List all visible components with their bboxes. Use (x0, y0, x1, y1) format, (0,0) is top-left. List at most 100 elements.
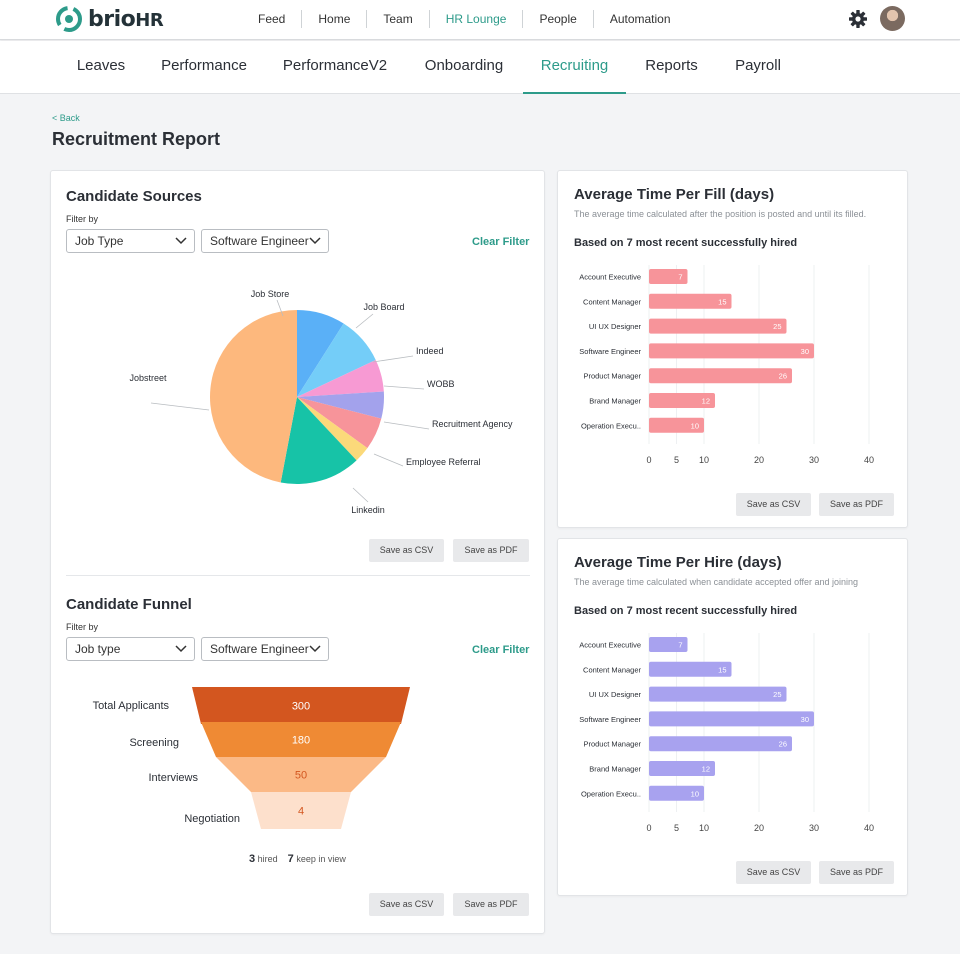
sources-title: Candidate Sources (66, 188, 202, 205)
pie-leader-line (383, 421, 430, 430)
bar-ui-ux-designer[interactable] (649, 318, 787, 334)
bar-content-manager[interactable] (649, 661, 732, 677)
pie-slice-job-store[interactable] (297, 310, 344, 397)
pie-slice-jobstreet[interactable] (210, 310, 297, 483)
bar-software-engineer[interactable] (649, 711, 814, 727)
tab-performance[interactable]: Performance (161, 57, 247, 74)
sources-save-pdf-button[interactable]: Save as PDF (453, 539, 529, 562)
sources-save-csv-button[interactable]: Save as CSV (369, 539, 444, 562)
tab-performancev2[interactable]: PerformanceV2 (282, 57, 388, 74)
pie-label-jobstreet: Jobstreet (129, 373, 167, 383)
sources-job-type-select[interactable]: Job Type (66, 229, 195, 253)
candidate-sources-pie: Job Store Job Board Indeed WOBB Recruitment … (129, 289, 513, 515)
bar-brand-manager[interactable] (649, 393, 715, 408)
chevron-down-icon (309, 645, 321, 653)
pie-leader-line (355, 313, 374, 329)
hire-save-csv-button[interactable]: Save as CSV (736, 861, 811, 884)
tab-payroll[interactable]: Payroll (735, 57, 781, 74)
bar-value-label: 30 (801, 715, 809, 724)
category-label-product-manager: Product Manager (583, 740, 641, 749)
fill-save-csv-button[interactable]: Save as CSV (736, 493, 811, 516)
back-link[interactable]: < Back (52, 113, 80, 123)
bar-operation-execu[interactable] (649, 417, 704, 433)
nav-feed[interactable]: Feed (242, 10, 303, 28)
sources-role-select[interactable]: Software Engineer (201, 229, 329, 253)
pie-leader-line (383, 385, 425, 390)
funnel-summary: 3 hired 7 keep in view (249, 853, 346, 865)
tab-onboarding[interactable]: Onboarding (424, 57, 504, 74)
bar-software-engineer[interactable] (649, 343, 814, 359)
fill-title: Average Time Per Fill (days) (574, 186, 775, 203)
pie-slice-linkedin[interactable] (280, 397, 357, 484)
bar-value-label: 12 (702, 765, 710, 774)
bar-operation-execu[interactable] (649, 785, 704, 801)
funnel-stage-interviews[interactable] (216, 757, 386, 792)
brio-logo[interactable]: brioHR (56, 5, 164, 33)
bar-ui-ux-designer[interactable] (649, 686, 787, 702)
pie-label-linkedin: Linkedin (351, 505, 385, 515)
tab-recruiting[interactable]: Recruiting (523, 41, 626, 94)
category-label-content-manager: Content Manager (583, 297, 641, 306)
nav-team[interactable]: Team (367, 10, 430, 28)
category-label-operation-execu: Operation Execu.. (581, 421, 641, 430)
pie-slice-employee-referral[interactable] (297, 397, 368, 461)
keep-in-view-count: 7 (287, 853, 294, 865)
fill-based-on: Based on 7 most recent successfully hire… (574, 237, 798, 249)
bar-product-manager[interactable] (649, 368, 792, 384)
sources-clear-filter[interactable]: Clear Filter (472, 236, 530, 248)
candidate-funnel-chart: 300 180 50 4 Total Applicants Screening Interv… (51, 681, 544, 831)
bar-value-label: 10 (691, 421, 699, 430)
pie-slice-indeed[interactable] (297, 359, 384, 397)
category-label-account-executive: Account Executive (579, 641, 641, 650)
nav-hr-lounge[interactable]: HR Lounge (430, 10, 524, 28)
fill-save-pdf-button[interactable]: Save as PDF (819, 493, 894, 516)
funnel-label-total-applicants: Total Applicants (92, 700, 169, 712)
funnel-stage-total-applicants[interactable] (192, 687, 410, 724)
pie-label-indeed: Indeed (416, 346, 444, 356)
nav-automation[interactable]: Automation (609, 12, 671, 26)
tab-leaves[interactable]: Leaves (76, 57, 126, 74)
category-label-product-manager: Product Manager (583, 372, 641, 381)
chevron-down-icon (175, 645, 187, 653)
funnel-job-type-select[interactable]: Job type (66, 637, 195, 661)
x-tick-label: 10 (699, 823, 709, 833)
pie-slice-job-board[interactable] (297, 323, 376, 397)
bar-account-executive[interactable] (649, 637, 688, 652)
x-tick-label: 30 (809, 455, 819, 465)
funnel-stage-screening[interactable] (201, 722, 401, 757)
gear-icon[interactable] (848, 9, 868, 29)
nav-home[interactable]: Home (302, 10, 368, 28)
pie-slice-recruitment-agency[interactable] (297, 397, 382, 449)
nav-people[interactable]: People (523, 10, 594, 28)
avatar[interactable] (880, 6, 905, 31)
funnel-stage-negotiation[interactable] (251, 792, 351, 829)
funnel-clear-filter[interactable]: Clear Filter (472, 644, 530, 656)
x-tick-label: 20 (754, 455, 764, 465)
funnel-save-csv-button[interactable]: Save as CSV (369, 893, 444, 916)
funnel-value: 180 (292, 735, 310, 747)
pie-label-job-board: Job Board (363, 302, 404, 312)
category-label-content-manager: Content Manager (583, 665, 641, 674)
x-tick-label: 5 (674, 823, 679, 833)
sources-job-type-value: Job Type (75, 234, 124, 248)
category-label-software-engineer: Software Engineer (579, 347, 641, 356)
x-tick-label: 10 (699, 455, 709, 465)
category-label-software-engineer: Software Engineer (579, 715, 641, 724)
funnel-save-pdf-button[interactable]: Save as PDF (453, 893, 529, 916)
bar-value-label: 7 (678, 641, 682, 650)
funnel-role-select[interactable]: Software Engineer (201, 637, 329, 661)
hire-based-on: Based on 7 most recent successfully hire… (574, 605, 798, 617)
chevron-down-icon (175, 237, 187, 245)
bar-brand-manager[interactable] (649, 761, 715, 776)
pie-leader-line (150, 402, 210, 411)
funnel-svg: 300 180 50 4 (192, 687, 410, 829)
bar-product-manager[interactable] (649, 736, 792, 752)
pie-slice-wobb[interactable] (297, 391, 385, 419)
bar-account-executive[interactable] (649, 269, 688, 284)
bar-content-manager[interactable] (649, 293, 732, 309)
pie-label-job-store: Job Store (251, 289, 290, 299)
category-label-ui-ux-designer: UI UX Designer (589, 322, 642, 331)
funnel-filter-label: Filter by (66, 622, 99, 632)
tab-reports[interactable]: Reports (645, 57, 698, 74)
hire-save-pdf-button[interactable]: Save as PDF (819, 861, 894, 884)
